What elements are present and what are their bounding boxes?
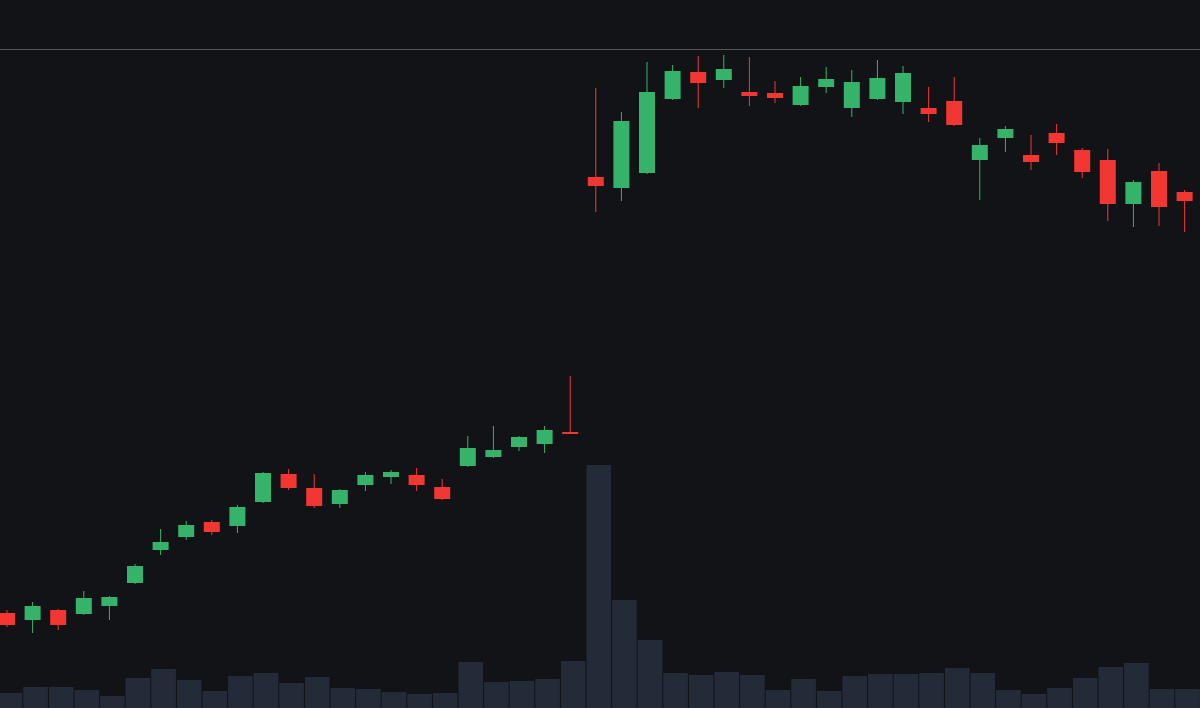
candle-body — [255, 473, 271, 502]
candle-body — [178, 525, 195, 537]
volume-bar — [714, 672, 740, 708]
volume-bar — [74, 690, 100, 708]
candle-body — [664, 71, 681, 99]
candle-body — [24, 606, 41, 620]
candle-body — [1176, 192, 1193, 201]
volume-bar — [100, 696, 125, 708]
volume-bar — [996, 690, 1021, 708]
volume-bar — [791, 679, 816, 708]
candle-body — [1074, 150, 1091, 172]
volume-bar — [432, 693, 458, 708]
candle-body — [203, 522, 220, 532]
volume-bar — [1021, 694, 1047, 708]
volume-bar — [868, 674, 893, 708]
candle-body — [459, 448, 476, 466]
volume-bar — [663, 673, 688, 708]
volume-bar — [407, 694, 432, 708]
volume-bar — [1072, 678, 1098, 708]
candle-body — [485, 450, 502, 457]
volume-bar — [253, 673, 279, 708]
volume-bar — [1149, 689, 1175, 708]
candle-body — [127, 566, 143, 583]
candle-body — [818, 79, 835, 87]
candle-body — [1151, 171, 1167, 207]
volume-bar — [893, 674, 919, 708]
volume-bar — [356, 689, 381, 708]
candle-body — [280, 474, 297, 488]
candle-body — [639, 92, 655, 173]
candle-body — [152, 542, 169, 550]
volume-bar — [740, 675, 765, 708]
candle-body — [383, 472, 399, 477]
volume-bar — [48, 687, 74, 708]
candle-body — [331, 490, 348, 504]
volume-bar — [944, 668, 970, 708]
candle-body — [792, 86, 809, 105]
candle-body — [408, 475, 425, 485]
candle-body — [715, 69, 732, 80]
volume-bar — [176, 680, 202, 708]
volume-bar — [279, 683, 304, 708]
candle-body — [434, 487, 451, 499]
candle-body — [511, 437, 527, 447]
volume-bar — [816, 691, 842, 708]
volume-bar — [688, 675, 714, 708]
volume-bar — [586, 465, 612, 708]
volume-bar — [458, 662, 484, 708]
candle-body — [50, 610, 67, 625]
candle-body — [997, 129, 1014, 138]
candle-body — [895, 73, 911, 102]
candle-body — [971, 145, 988, 160]
candle-body — [869, 78, 886, 99]
volume-bar — [1047, 688, 1072, 708]
candle-body — [613, 121, 630, 188]
candle-body — [741, 92, 758, 96]
candle-body — [562, 432, 579, 434]
candle-body — [1048, 133, 1065, 143]
candle-body — [1125, 182, 1142, 204]
volume-bar — [381, 692, 407, 708]
volume-bar — [1175, 689, 1200, 708]
volume-bar — [560, 661, 586, 708]
volume-bar — [202, 691, 228, 708]
volume-bar — [612, 600, 637, 708]
volume-bar — [535, 679, 560, 708]
volume-bar — [23, 687, 48, 708]
volume-bar — [0, 693, 23, 708]
candle-body — [843, 82, 860, 108]
candle-body — [101, 597, 118, 606]
volume-bar — [637, 640, 663, 708]
candle-body — [75, 598, 92, 614]
volume-bar — [304, 677, 330, 708]
candle-body — [229, 507, 246, 526]
volume-bar — [125, 678, 151, 708]
volume-bar — [970, 673, 996, 708]
volume-bar — [842, 676, 868, 708]
candle-body — [690, 72, 707, 83]
candle-body — [0, 613, 15, 625]
volume-bar — [1124, 663, 1149, 708]
candle-body — [946, 101, 963, 125]
candle-body — [536, 430, 553, 444]
candle-body — [306, 488, 323, 506]
volume-bar — [1098, 667, 1124, 708]
candle-body — [587, 177, 604, 186]
candle-body — [920, 108, 937, 114]
candle-body — [357, 475, 374, 485]
candle-body — [767, 93, 783, 98]
volume-bar — [765, 690, 791, 708]
candle-body — [1099, 160, 1116, 204]
volume-bar — [330, 688, 356, 708]
volume-bar — [919, 673, 944, 708]
candle-body — [1023, 155, 1039, 162]
volume-bar — [484, 682, 509, 708]
volume-bar — [228, 676, 253, 708]
volume-bar — [151, 669, 176, 708]
volume-bar — [509, 681, 535, 708]
